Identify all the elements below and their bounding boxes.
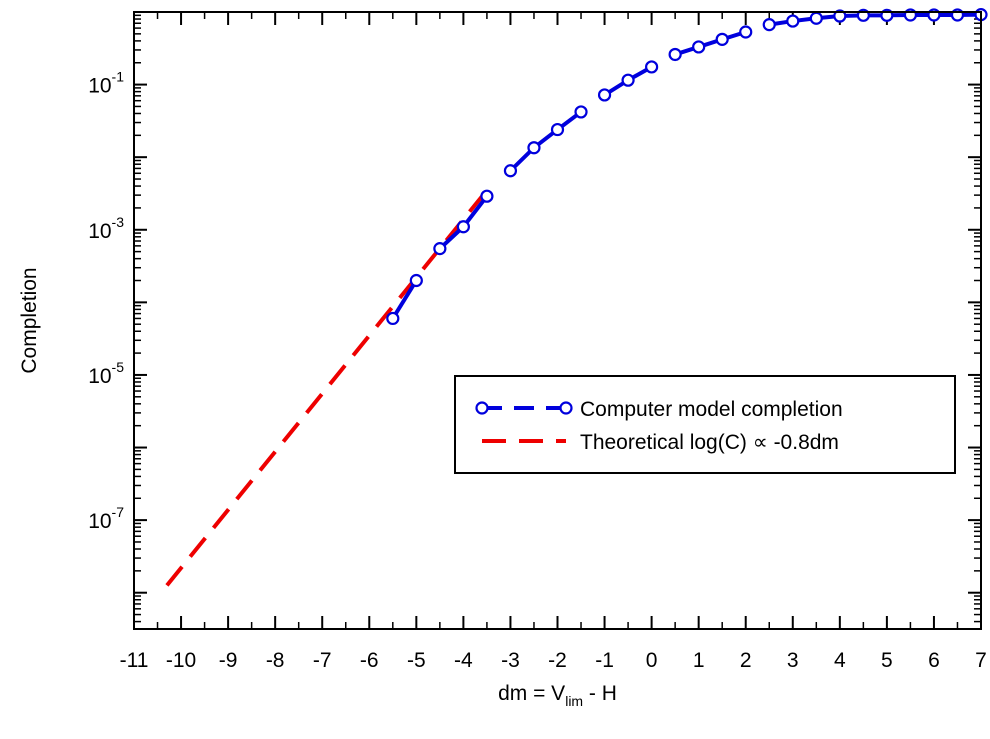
model-point (550, 122, 565, 137)
y-tick-exponent: -7 (112, 504, 125, 520)
legend-label-model: Computer model completion (580, 398, 843, 421)
model-point (621, 73, 635, 87)
model-point (597, 88, 612, 102)
model-point (456, 220, 470, 234)
x-tick-label: -11 (120, 649, 149, 672)
model-point (503, 164, 518, 178)
x-tick-label: -1 (595, 649, 614, 672)
theoretical-line (165, 189, 489, 587)
plot-frame (133, 11, 982, 630)
model-point (668, 47, 682, 62)
x-axis-title: dm = Vlim - H (498, 682, 617, 709)
x-axis-title-main: dm = V (498, 682, 565, 705)
y-tick-base: 10 (88, 75, 111, 98)
y-tick-base: 10 (88, 510, 111, 533)
y-axis-title: Completion (18, 267, 41, 373)
x-tick-label: -2 (548, 649, 567, 672)
x-tick-label: -4 (454, 649, 473, 672)
model-point (574, 105, 588, 119)
y-tick-label: 10-5 (88, 359, 124, 388)
y-tick-base: 10 (88, 365, 111, 388)
model-line-segment (768, 12, 982, 27)
x-tick-label: -10 (166, 649, 196, 672)
model-line-segment (391, 279, 419, 320)
model-point (645, 60, 659, 74)
model-point (786, 14, 800, 28)
x-tick-label: -8 (266, 649, 285, 672)
major-ticks (133, 11, 982, 629)
model-point (692, 40, 706, 54)
series-layer (165, 8, 988, 587)
y-tick-label: 10-3 (88, 214, 124, 243)
model-point (386, 311, 400, 326)
y-tick-label: 10-7 (88, 504, 124, 533)
model-point (809, 11, 823, 25)
model-point (739, 25, 753, 39)
x-tick-label: 6 (928, 649, 940, 672)
x-axis-title-sub: lim (565, 693, 583, 709)
legend-items: Computer model completion Theoretical log… (475, 398, 843, 454)
x-tick-label: -6 (360, 649, 379, 672)
y-tick-exponent: -1 (112, 69, 125, 85)
x-axis-title-tail: - H (583, 682, 617, 705)
y-tick-exponent: -5 (112, 359, 125, 375)
x-tick-label: 5 (881, 649, 893, 672)
legend-marker-model (559, 401, 573, 415)
model-point (480, 189, 494, 203)
model-point (433, 242, 447, 256)
x-tick-label: 2 (740, 649, 752, 672)
y-tick-exponent: -3 (112, 214, 125, 230)
x-tick-labels: -11 -10 -9 -8 -7 -6 -5 -4 -3 -2 -1 0 1 2 3 4 5 6 7 (120, 649, 987, 672)
legend-label-theory: Theoretical log(C) ∝ -0.8dm (580, 431, 839, 454)
x-tick-label: 7 (975, 649, 987, 672)
legend-marker-model (475, 401, 489, 415)
x-tick-label: -3 (501, 649, 520, 672)
x-tick-label: 3 (787, 649, 799, 672)
x-tick-label: -5 (407, 649, 426, 672)
model-point (715, 32, 729, 46)
x-tick-label: 4 (834, 649, 846, 672)
model-line-segment (674, 30, 747, 57)
x-tick-label: 0 (646, 649, 658, 672)
model-point (762, 18, 776, 32)
model-point (409, 273, 423, 288)
minor-ticks (134, 12, 981, 629)
y-tick-base: 10 (88, 220, 111, 243)
x-tick-label: 1 (693, 649, 705, 672)
model-point (833, 9, 847, 23)
legend-box (454, 375, 956, 474)
model-line-segment (509, 110, 583, 173)
y-tick-labels: 10-110-310-510-7 (88, 69, 124, 534)
model-point (527, 141, 541, 155)
x-tick-label: -7 (313, 649, 332, 672)
y-tick-label: 10-1 (88, 69, 124, 98)
x-tick-label: -9 (219, 649, 238, 672)
legend: Computer model completion Theoretical log… (454, 375, 956, 474)
